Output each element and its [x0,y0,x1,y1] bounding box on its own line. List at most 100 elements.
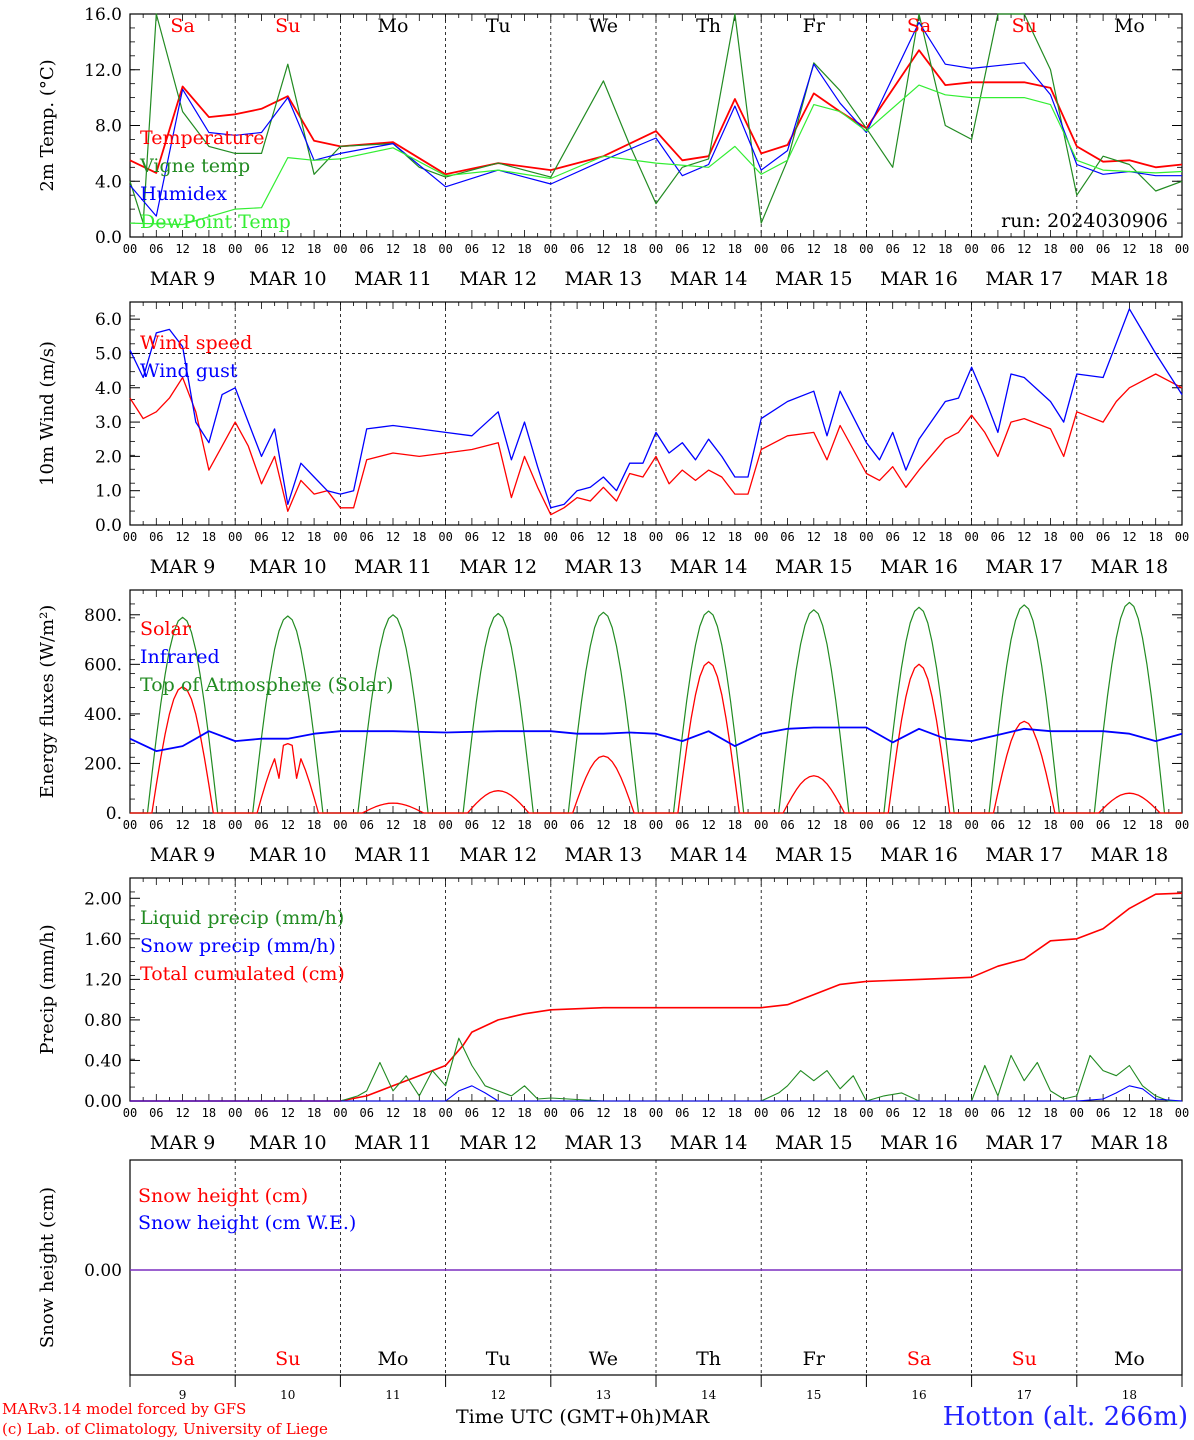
hour-tick-label: 00 [333,242,347,256]
date-label: MAR 16 [880,844,958,866]
day-name: Mo [1114,1348,1145,1370]
hour-tick-label: 12 [807,818,821,832]
hour-tick-label: 18 [412,1106,426,1120]
panel-frame [129,301,1183,526]
hour-tick-label: 18 [833,1106,847,1120]
hour-tick-label: 00 [438,1106,452,1120]
series-solar [235,742,341,814]
hour-tick-label: 00 [1070,530,1084,544]
hour-tick-label: 00 [1175,530,1189,544]
hour-tick-label: 12 [912,242,926,256]
date-label: MAR 11 [354,1132,432,1154]
series-toa-solar [656,610,762,814]
y-tick-label: 12.0 [84,61,122,81]
hour-tick-label: 00 [964,242,978,256]
hour-tick-label: 12 [386,1106,400,1120]
hour-tick-label: 18 [517,530,531,544]
date-label: MAR 17 [985,844,1063,866]
hour-tick-label: 06 [885,818,899,832]
hour-tick-label: 00 [123,530,137,544]
series-solar [971,720,1077,814]
series-toa-solar [130,616,236,814]
date-label: MAR 13 [565,268,643,290]
series-toa-solar [235,615,341,814]
hour-tick-label: 12 [1017,530,1031,544]
date-label: MAR 11 [354,844,432,866]
date-label: MAR 9 [150,1132,216,1154]
date-label: MAR 9 [150,556,216,578]
hour-tick-label: 00 [649,530,663,544]
y-tick-label: 0.00 [84,1092,122,1112]
hour-tick-label: 18 [202,530,216,544]
hour-tick-label: 06 [359,1106,373,1120]
date-label: MAR 18 [1091,556,1169,578]
y-axis-label: 10m Wind (m/s) [37,341,58,486]
hour-tick-label: 12 [1017,242,1031,256]
hour-tick-label: 12 [701,530,715,544]
date-label: MAR 15 [775,556,853,578]
hour-tick-label: 12 [1017,1106,1031,1120]
y-tick-label: 800. [84,606,122,626]
hour-tick-label: 06 [570,1106,584,1120]
hour-tick-label: 06 [675,1106,689,1120]
date-label: MAR 9 [150,844,216,866]
hour-tick-label: 06 [1096,530,1110,544]
hour-tick-label: 12 [281,1106,295,1120]
series-wind-gust [129,308,1183,509]
date-label: MAR 17 [985,1132,1063,1154]
hour-tick-label: 06 [991,818,1005,832]
y-tick-label: 6.0 [95,310,122,330]
hour-tick-label: 06 [149,242,163,256]
hour-tick-label: 12 [491,818,505,832]
date-label: MAR 14 [670,1132,748,1154]
hour-tick-label: 12 [175,530,189,544]
date-label: MAR 12 [459,268,537,290]
date-label: MAR 13 [565,556,643,578]
series-toa-solar [1076,601,1182,814]
series-vigne-temp [129,13,1183,224]
day-name: Su [1012,1348,1037,1370]
day-name: Sa [907,1348,931,1370]
hour-tick-label: 06 [675,242,689,256]
hour-tick-label: 00 [228,242,242,256]
date-label: MAR 10 [249,1132,327,1154]
hour-tick-label: 12 [596,242,610,256]
series-solar [445,790,551,814]
hour-tick-label: 12 [1122,818,1136,832]
hour-tick-label: 18 [202,1106,216,1120]
hour-tick-label: 12 [175,1106,189,1120]
hour-tick-label: 18 [938,242,952,256]
day-name: Mo [378,1348,409,1370]
hour-tick-label: 06 [149,1106,163,1120]
series-total-cumulated-cm- [130,892,1183,1102]
day-number: 17 [1017,1388,1032,1402]
y-tick-label: 2.0 [95,447,122,467]
y-axis-label: 2m Temp. (°C) [37,59,58,191]
hour-tick-label: 18 [1148,530,1162,544]
hour-tick-label: 12 [175,818,189,832]
hour-tick-label: 06 [780,1106,794,1120]
date-label: MAR 17 [985,268,1063,290]
series-solar [1076,792,1182,814]
hour-tick-label: 00 [964,1106,978,1120]
hour-tick-label: 12 [1017,818,1031,832]
date-label: MAR 16 [880,556,958,578]
date-label: MAR 14 [670,556,748,578]
date-label: MAR 16 [880,268,958,290]
legend-entry: Infrared [140,646,220,668]
hour-tick-label: 18 [728,242,742,256]
hour-tick-label: 06 [1096,818,1110,832]
hour-tick-label: 00 [1070,1106,1084,1120]
hour-tick-label: 18 [202,818,216,832]
y-tick-label: 1.60 [84,930,122,950]
hour-tick-label: 00 [649,818,663,832]
y-tick-label: 0. [106,804,122,824]
hour-tick-label: 06 [465,530,479,544]
hour-tick-label: 12 [1122,530,1136,544]
hour-tick-label: 00 [1070,818,1084,832]
day-name: Su [1012,15,1037,37]
y-tick-label: 0.0 [95,516,122,536]
day-name: Mo [1114,15,1145,37]
panel-frame [129,589,1183,814]
hour-tick-label: 06 [465,1106,479,1120]
